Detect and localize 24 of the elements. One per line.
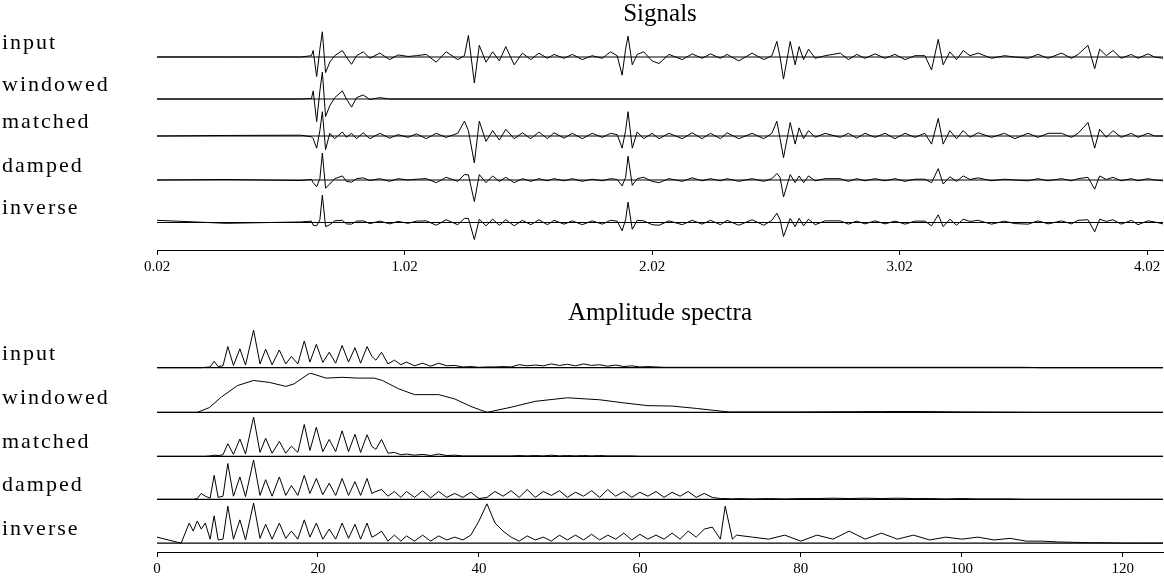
x-tick-label: 60 [632, 559, 648, 576]
x-tick-label: 80 [793, 559, 809, 576]
x-tick-label: 0 [153, 559, 161, 576]
y-axis-title: inverse [2, 514, 80, 540]
x-tick-label: 1.02 [391, 257, 418, 274]
y-axis-title: inverse [2, 194, 80, 219]
x-tick-label: 2.02 [638, 257, 666, 274]
y-axis-title: matched [2, 108, 91, 133]
x-tick-label: 4.02 [1134, 257, 1161, 274]
y-axis-title: input [2, 339, 58, 365]
y-axis-title: windowed [2, 71, 110, 96]
x-tick-label: 20 [310, 559, 326, 576]
y-axis-title: damped [2, 470, 84, 496]
x-tick-label: 3.02 [886, 257, 913, 274]
y-axis-title: input [2, 29, 58, 54]
x-tick-label: 120 [1111, 559, 1135, 576]
y-axis-title: windowed [2, 383, 110, 409]
x-tick-label: 40 [471, 559, 487, 576]
x-tick-label: 0.02 [143, 257, 171, 274]
chart-title: Signals [623, 0, 697, 26]
x-tick-label: 100 [950, 559, 974, 576]
y-axis-title: damped [2, 152, 84, 177]
y-axis-title: matched [2, 427, 91, 453]
chart-title: Amplitude spectra [568, 297, 752, 325]
